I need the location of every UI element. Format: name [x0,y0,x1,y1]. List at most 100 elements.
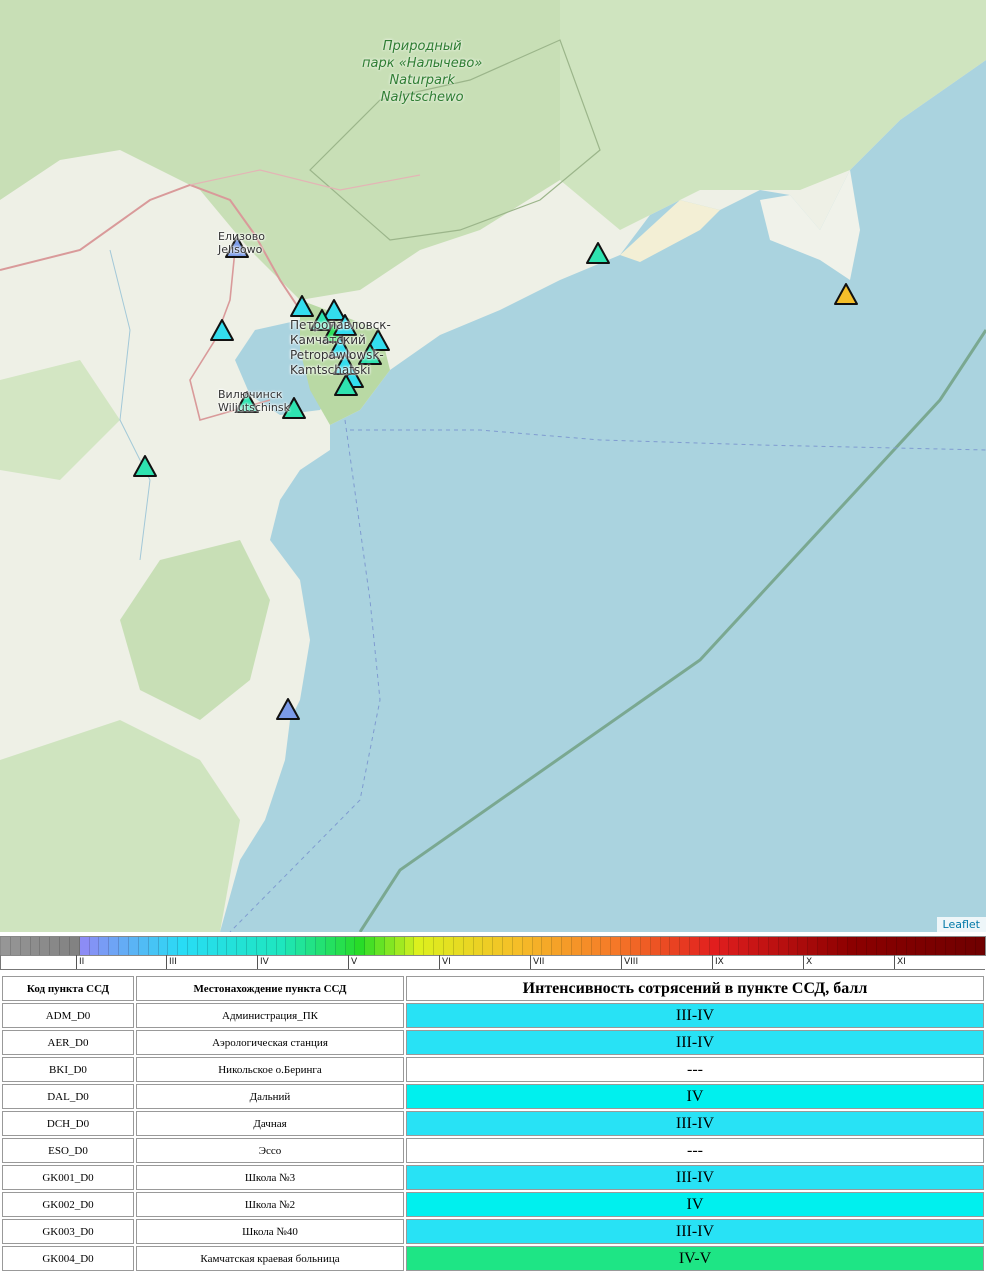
scale-cell [158,937,169,955]
scale-cell [601,937,612,955]
station-location: Школа №3 [136,1165,404,1190]
scale-tick-label: VI [439,955,451,969]
scale-cell [867,937,878,955]
scale-cell [296,937,307,955]
header-location: Местонахождение пункта ССД [136,976,404,1001]
scale-cell [670,937,681,955]
station-intensity: III-IV [406,1030,984,1055]
park-label: Природный парк «Налычево» Naturpark Naly… [362,39,483,105]
intensity-scale: II III IV V VI VII VIII IX X XI [0,936,986,970]
scale-cell [453,937,464,955]
attribution-link[interactable]: Leaflet [936,917,986,932]
scale-cell [581,937,592,955]
scale-cell [89,937,100,955]
yelizovo-label: Елизово Jelisowo [218,230,265,256]
maritime-boundary [229,419,381,932]
station-marker [334,374,358,396]
scale-cell [345,937,356,955]
scale-tick-label: VII [530,955,544,969]
forest-area [0,0,560,300]
scale-cell [227,937,238,955]
forest-area [0,720,240,932]
station-location: Дальний [136,1084,404,1109]
scale-cell [946,937,956,955]
scale-cell [886,937,897,955]
scale-cell [808,937,819,955]
scale-cell [306,937,316,955]
scale-cell [375,937,385,955]
station-table: Код пункта ССД Местонахождение пункта СС… [0,974,986,1273]
station-marker [333,314,357,336]
scale-cell [591,937,602,955]
scale-cell [217,937,228,955]
shipping-route [358,329,986,932]
station-code: GK002_D0 [2,1192,134,1217]
table-row: ADM_D0 Администрация_ПК III-IV [2,1003,984,1028]
scale-cell [680,937,691,955]
scale-cell [109,937,120,955]
scale-tick-label: II [76,955,84,969]
station-intensity: IV [406,1192,984,1217]
scale-cell [483,937,494,955]
scale-cell [79,937,90,955]
station-marker [834,283,858,305]
station-location: Школа №2 [136,1192,404,1217]
forest-area [560,0,986,230]
scale-cell [325,937,336,955]
road [0,183,301,311]
station-location: Никольское о.Беринга [136,1057,404,1082]
station-intensity: III-IV [406,1165,984,1190]
scale-cell [916,937,927,955]
table-row: DCH_D0 Дачная III-IV [2,1111,984,1136]
scale-cell [837,937,848,955]
table-row: BKI_D0 Никольское о.Беринга --- [2,1057,984,1082]
scale-cell [778,937,789,955]
scale-cell [955,937,966,955]
station-marker [210,319,234,341]
station-intensity: III-IV [406,1219,984,1244]
scale-cell [148,937,159,955]
station-marker [358,343,382,365]
station-marker [333,353,357,375]
scale-cell [847,937,858,955]
scale-cell [128,937,139,955]
table-row: GK003_D0 Школа №40 III-IV [2,1219,984,1244]
scale-cell [286,937,297,955]
scale-cell [178,937,189,955]
header-intensity: Интенсивность сотрясений в пункте ССД, б… [406,976,984,1001]
petropavlovsk-label: Петропавловск- Камчатский Petropawlowsk-… [290,318,391,377]
station-location: Эссо [136,1138,404,1163]
map-view[interactable]: Природный парк «Налычево» Naturpark Naly… [0,0,986,932]
park-boundary [309,39,601,241]
station-location: Администрация_ПК [136,1003,404,1028]
scale-cell [316,937,326,955]
scale-cell [552,937,563,955]
station-intensity: IV [406,1084,984,1109]
scale-cell [138,937,149,955]
station-marker [282,397,306,419]
scale-cell [404,937,415,955]
scale-cell [739,937,750,955]
scale-cell [522,937,533,955]
station-marker [235,391,259,413]
road [189,249,271,421]
station-code: DAL_D0 [2,1084,134,1109]
scale-cell [168,937,179,955]
vilyuchinsk-label: Вилючинск Wiljutschinsk [218,388,290,414]
station-intensity: III-IV [406,1111,984,1136]
station-code: GK001_D0 [2,1165,134,1190]
scale-cell [503,937,513,955]
maritime-boundary [350,429,986,451]
scale-tick-label: VIII [621,955,638,969]
scale-cell [197,937,208,955]
scale-cell [365,937,376,955]
forest-area [0,360,120,480]
station-marker [290,295,314,317]
scale-cell [621,937,631,955]
station-code: ESO_D0 [2,1138,134,1163]
scale-cell [660,937,671,955]
scale-tick-label: III [166,955,177,969]
scale-cell [30,937,41,955]
scale-cell [709,937,720,955]
station-code: AER_D0 [2,1030,134,1055]
